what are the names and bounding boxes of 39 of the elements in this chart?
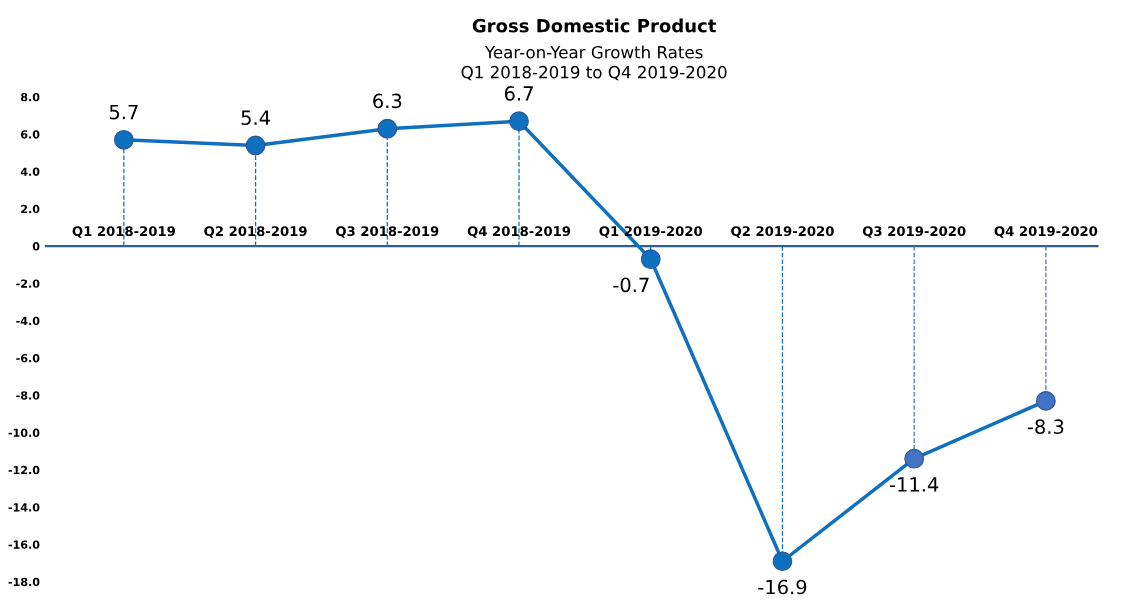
chart-title: Gross Domestic Product (472, 18, 716, 33)
x-tick-label: Q2 2018-2019 (204, 226, 307, 238)
data-label: 6.3 (373, 93, 402, 109)
y-tick-label: -12.0 (8, 465, 40, 475)
y-tick-label: -8.0 (16, 391, 40, 400)
y-tick-label: 0 (32, 242, 40, 251)
point (377, 118, 398, 139)
data-label: -16.9 (758, 579, 807, 595)
x-tick-label: Q4 2018-2019 (467, 226, 571, 238)
x-tick-label: Q2 2019-2020 (731, 226, 834, 238)
data-label: 6.7 (504, 86, 533, 101)
data-label: -8.3 (1027, 419, 1064, 434)
data-label: 5.4 (241, 110, 270, 126)
point (904, 448, 925, 469)
data-label: 5.7 (109, 104, 138, 120)
y-tick-label: -16.0 (8, 540, 40, 549)
x-tick-label: Q3 2019-2020 (862, 226, 966, 238)
x-tick-label: Q1 2018-2019 (72, 226, 175, 238)
point (113, 129, 134, 150)
point (772, 551, 793, 572)
point (1036, 391, 1056, 411)
point (640, 249, 661, 270)
y-tick-label: 4.0 (20, 167, 40, 176)
point (509, 111, 529, 132)
point (245, 135, 266, 156)
x-tick-label: Q4 2019-2020 (994, 226, 1098, 238)
y-tick-label: 2.0 (21, 204, 40, 214)
y-tick-label: -18.0 (8, 577, 40, 587)
data-label: -11.4 (889, 477, 939, 492)
y-tick-label: -4.0 (16, 316, 40, 326)
data-label: -0.7 (613, 277, 649, 293)
chart-subtitle: Year-on-Year Growth Rates Q1 2018-2019 to Q4 2019-2020 (461, 45, 727, 81)
y-tick-label: 6.0 (20, 130, 40, 139)
y-tick-label: 8.0 (20, 92, 40, 102)
y-tick-label: -14.0 (8, 503, 40, 512)
x-tick-label: Q3 2018-2019 (336, 226, 439, 238)
y-tick-label: -6.0 (16, 353, 40, 363)
y-tick-label: -2.0 (16, 279, 40, 288)
y-tick-label: -10.0 (8, 428, 40, 437)
